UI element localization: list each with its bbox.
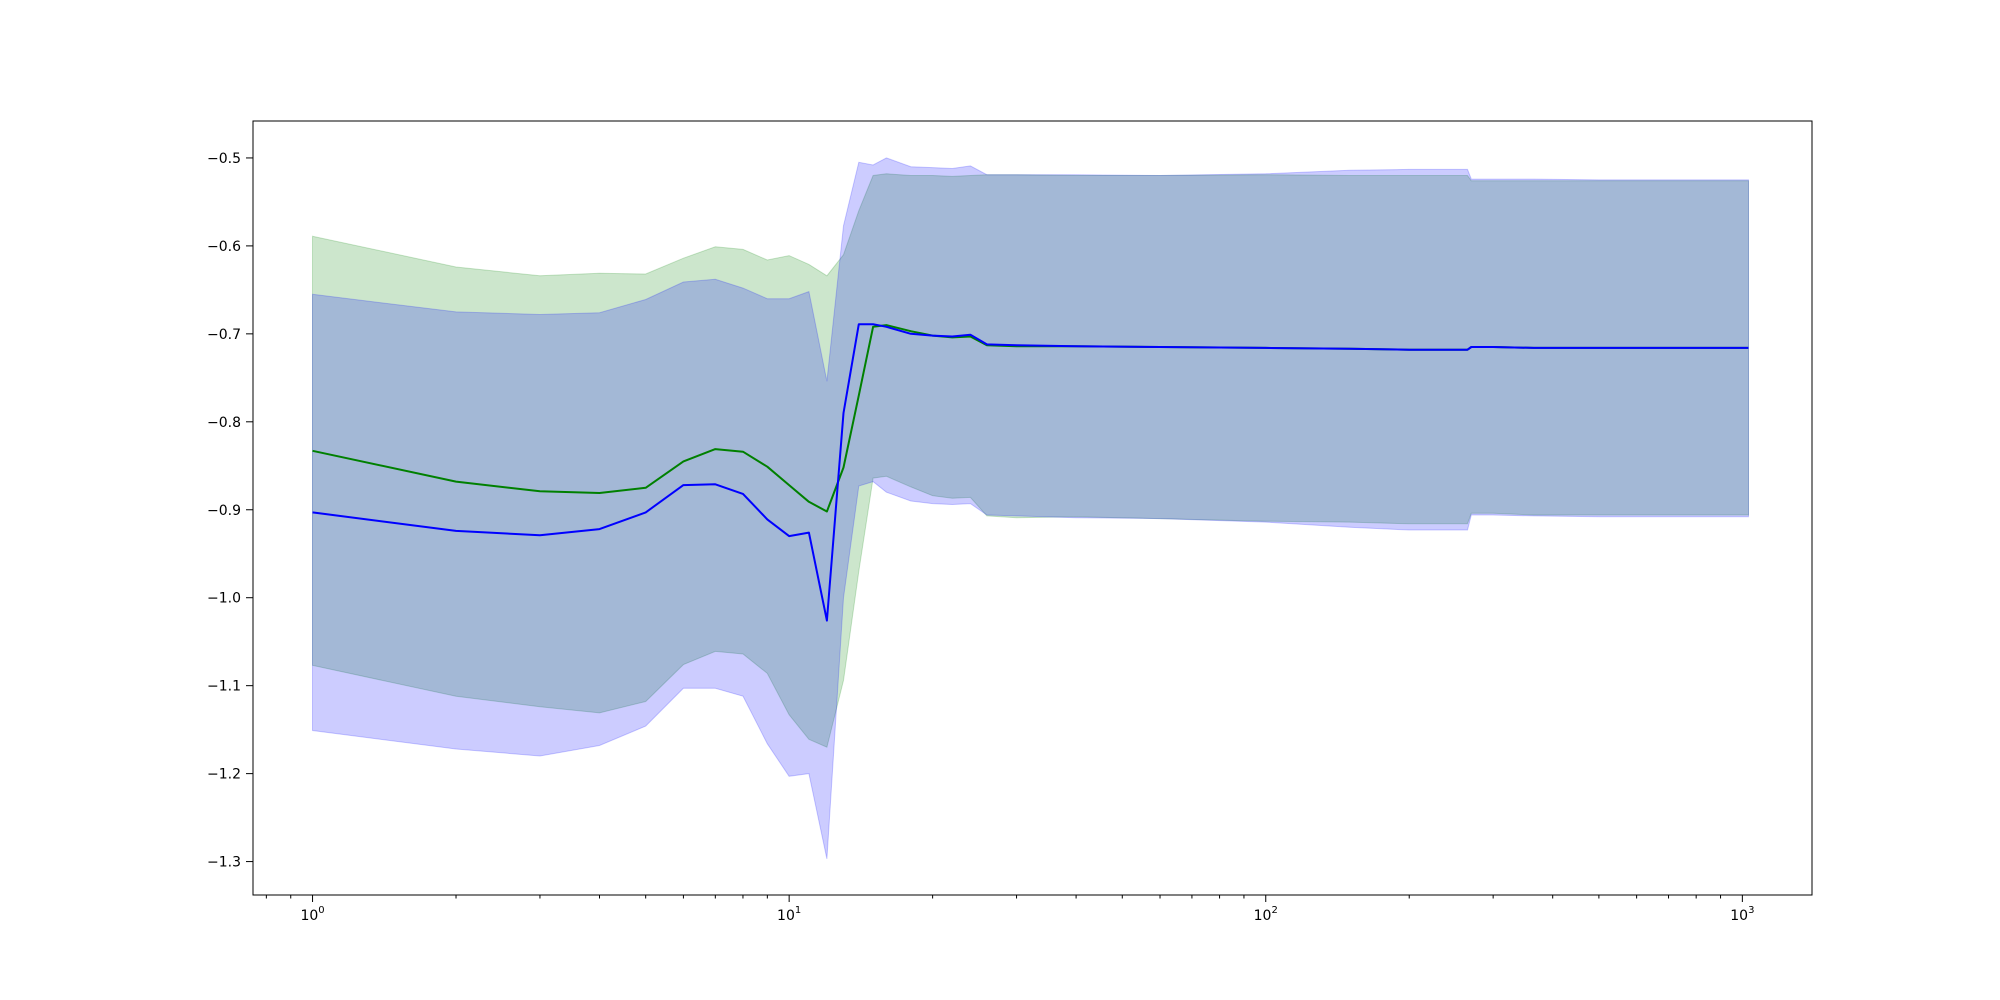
confidence-bands: [312, 157, 1749, 860]
y-tick-label: −0.7: [207, 327, 241, 343]
x-tick-label: 103: [1730, 905, 1754, 924]
x-tick-label: 100: [300, 905, 324, 924]
y-tick-label: −1.1: [207, 679, 241, 695]
y-tick-label: −0.6: [207, 239, 241, 255]
y-tick-label: −0.5: [207, 151, 241, 167]
y-tick-label: −0.9: [207, 503, 241, 519]
series-lines: [312, 323, 1749, 622]
y-tick-label: −1.3: [207, 855, 241, 871]
confidence-band-1: [312, 173, 1749, 748]
x-tick-label: 102: [1254, 905, 1278, 924]
plot-area-frame: [252, 120, 1813, 896]
x-tick-label: 101: [777, 905, 801, 924]
y-tick-label: −1.2: [207, 767, 241, 783]
y-axis: −0.5 −0.6 −0.7 −0.8 −0.9 −1.0 −1.1 −1.2 −1.3: [207, 151, 253, 871]
y-tick-label: −1.0: [207, 591, 241, 607]
y-tick-label: −0.8: [207, 415, 241, 431]
series-line-2: [312, 323, 1749, 622]
confidence-band-2: [312, 157, 1749, 860]
x-axis: 100 101 102 103: [265, 895, 1754, 924]
